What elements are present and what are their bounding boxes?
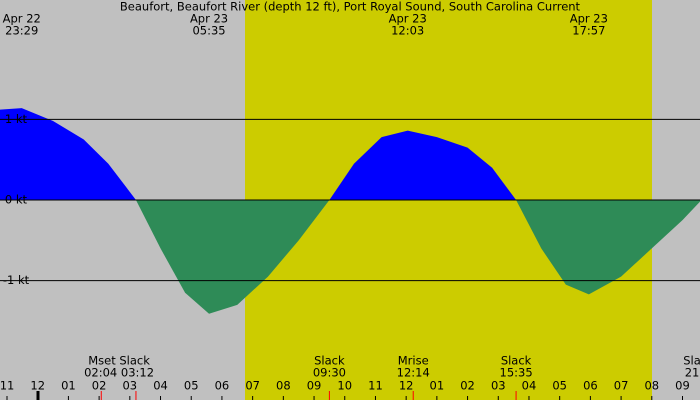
x-tick-label: 11 bbox=[0, 379, 14, 393]
x-tick-label: 04 bbox=[522, 379, 537, 393]
x-tick-label: 02 bbox=[92, 379, 107, 393]
x-tick-label: 12 bbox=[30, 379, 45, 393]
y-tick-label: 0 kt bbox=[5, 193, 28, 207]
x-tick-label: 06 bbox=[583, 379, 598, 393]
top-label-date: Apr 22 bbox=[3, 12, 41, 26]
top-label-date: Apr 23 bbox=[190, 12, 228, 26]
x-tick-label: 03 bbox=[122, 379, 137, 393]
flood-area bbox=[329, 130, 517, 200]
top-label-time: 23:29 bbox=[5, 24, 38, 38]
top-label-time: 05:35 bbox=[192, 24, 225, 38]
y-tick-label: 1 kt bbox=[5, 112, 28, 126]
x-tick-label: 07 bbox=[245, 379, 260, 393]
event-label: Slack bbox=[314, 354, 345, 368]
top-label-date: Apr 23 bbox=[570, 12, 608, 26]
top-label-time: 12:03 bbox=[391, 24, 424, 38]
event-time: 12:14 bbox=[397, 366, 430, 380]
x-tick-label: 04 bbox=[153, 379, 168, 393]
x-tick-label: 01 bbox=[430, 379, 445, 393]
x-tick-label: 03 bbox=[491, 379, 506, 393]
ebb-area bbox=[135, 200, 330, 314]
x-tick-label: 05 bbox=[184, 379, 199, 393]
event-time: 21 bbox=[685, 366, 700, 380]
x-tick-label: 01 bbox=[61, 379, 76, 393]
ebb-area bbox=[516, 200, 700, 295]
x-tick-label: 07 bbox=[614, 379, 629, 393]
x-tick-label: 08 bbox=[276, 379, 291, 393]
x-tick-label: 06 bbox=[215, 379, 230, 393]
x-tick-label: 08 bbox=[644, 379, 659, 393]
event-time: 15:35 bbox=[500, 366, 533, 380]
top-label-time: 17:57 bbox=[572, 24, 605, 38]
event-label: Slack bbox=[501, 354, 532, 368]
x-tick-label: 09 bbox=[307, 379, 322, 393]
x-tick-label: 10 bbox=[337, 379, 352, 393]
top-label-date: Apr 23 bbox=[389, 12, 427, 26]
x-tick-label: 12 bbox=[399, 379, 414, 393]
event-label: Mrise bbox=[398, 354, 429, 368]
event-time: 09:30 bbox=[313, 366, 346, 380]
chart-title: Beaufort, Beaufort River (depth 12 ft), … bbox=[120, 0, 581, 14]
x-tick-label: 05 bbox=[552, 379, 567, 393]
event-label: Mset Slack bbox=[88, 354, 150, 368]
x-tick-label: 11 bbox=[368, 379, 383, 393]
x-tick-label: 02 bbox=[460, 379, 475, 393]
x-tick-label: 09 bbox=[675, 379, 690, 393]
flood-area bbox=[0, 108, 136, 200]
y-tick-label: -1 kt bbox=[3, 273, 30, 287]
event-label: Sla bbox=[683, 354, 700, 368]
event-time: 02:04 03:12 bbox=[84, 366, 154, 380]
